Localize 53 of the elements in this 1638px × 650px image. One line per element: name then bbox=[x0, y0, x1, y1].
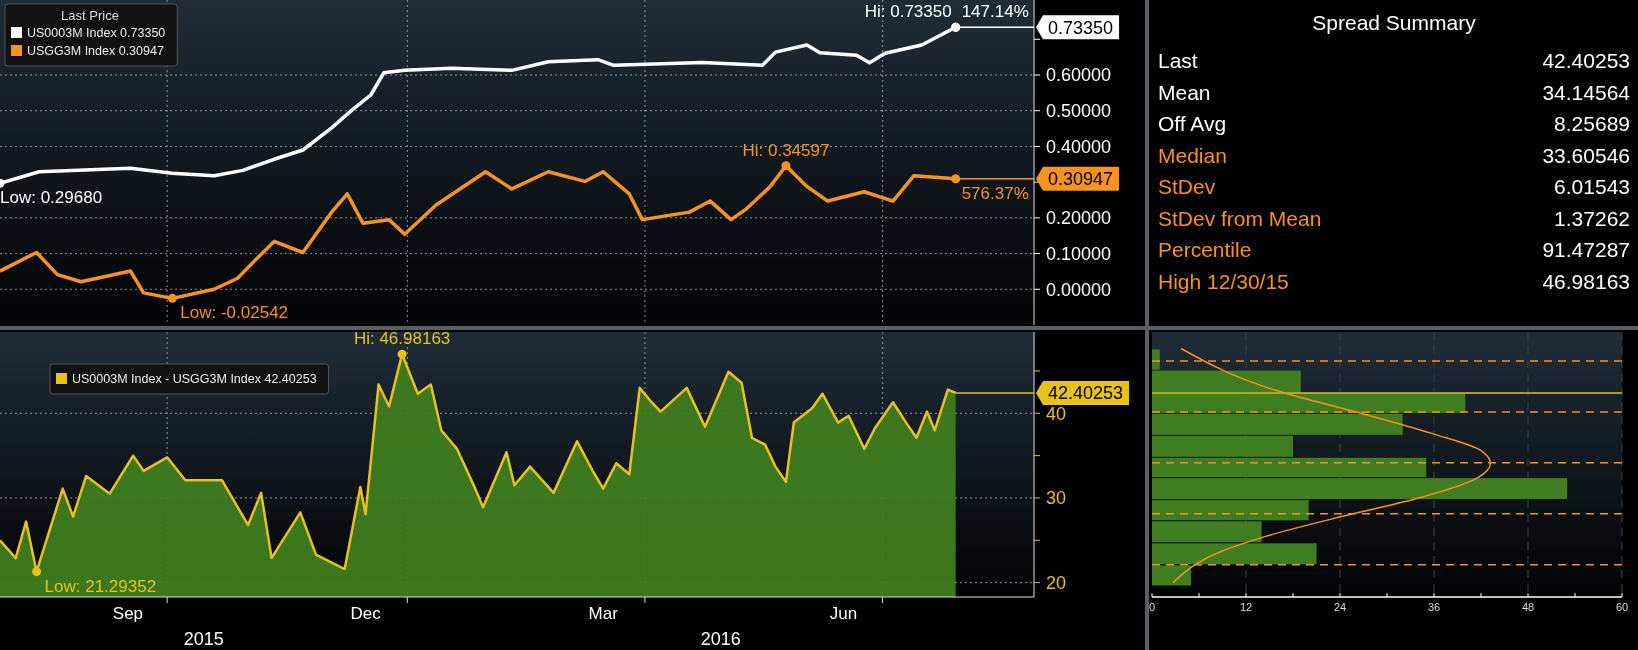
category-label: StDev from Mean bbox=[1158, 206, 1322, 230]
category-label: Percentile bbox=[1158, 238, 1252, 261]
y-tick-label: 0.10000 bbox=[1046, 243, 1112, 264]
category-label: Last bbox=[1158, 49, 1198, 72]
annotation: Low: 0.29680 bbox=[0, 188, 103, 208]
y-tick-label: 0.00000 bbox=[1046, 279, 1112, 300]
annotation: Low: -0.02542 bbox=[180, 303, 289, 323]
y-tick-label: 0.60000 bbox=[1046, 65, 1112, 86]
text: 42.40253 bbox=[1048, 383, 1124, 404]
annotation: Hi: 0.73350 bbox=[864, 2, 952, 22]
x-tick-label: 24 bbox=[1333, 601, 1347, 613]
y-tick-label: 0.50000 bbox=[1046, 101, 1112, 122]
annotation: Hi: 0.34597 bbox=[742, 140, 830, 160]
x-tick-label: 60 bbox=[1615, 601, 1629, 613]
x-tick-label: 48 bbox=[1521, 601, 1535, 613]
x-tick-label: Jun bbox=[829, 604, 858, 623]
legend-label: US0003M Index - USGG3M Index 42.40253 bbox=[72, 372, 317, 386]
category-label: Off Avg bbox=[1158, 112, 1227, 135]
legend-label: US0003M Index 0.73350 bbox=[27, 26, 166, 40]
text: 0.73350 bbox=[1048, 17, 1114, 38]
y-tick-label: 30 bbox=[1046, 488, 1067, 509]
annotation: 576.37% bbox=[961, 183, 1029, 203]
annotation: Low: 21.29352 bbox=[44, 576, 157, 596]
y-tick-label: 20 bbox=[1046, 572, 1067, 593]
x-tick-label: 36 bbox=[1427, 601, 1441, 613]
y-tick-label: 0.20000 bbox=[1046, 208, 1112, 229]
x-tick-label: 0 bbox=[1148, 601, 1156, 613]
x-tick-label: Mar bbox=[588, 604, 619, 623]
y-tick-label: 0.40000 bbox=[1046, 136, 1112, 157]
data-label: 6.01543 bbox=[1554, 175, 1630, 198]
category-label: High 12/30/15 bbox=[1158, 269, 1289, 293]
x-tick-label: Dec bbox=[350, 604, 382, 623]
legend-title: Last Price bbox=[61, 8, 119, 23]
category-label: StDev bbox=[1158, 175, 1216, 198]
x-tick-label: 12 bbox=[1239, 601, 1253, 613]
data-label: 34.14564 bbox=[1542, 80, 1631, 104]
data-label: 1.37262 bbox=[1554, 206, 1630, 230]
y-tick-label: 40 bbox=[1046, 403, 1067, 424]
data-label: 42.40253 bbox=[1542, 49, 1630, 72]
category-label: Mean bbox=[1158, 80, 1211, 104]
x-tick-label: Sep bbox=[112, 604, 144, 623]
data-label: 33.60546 bbox=[1542, 143, 1630, 167]
annotation: 147.14% bbox=[961, 2, 1029, 22]
category-label: Median bbox=[1158, 143, 1227, 167]
legend-label: USGG3M Index 0.30947 bbox=[27, 44, 164, 58]
data-label: 46.98163 bbox=[1542, 269, 1630, 293]
data-label: 8.25689 bbox=[1554, 112, 1630, 135]
text: 0.30947 bbox=[1048, 169, 1114, 190]
text: Spread Summary bbox=[1312, 11, 1477, 34]
annotation: Hi: 46.98163 bbox=[353, 329, 451, 349]
text: 2015 bbox=[183, 629, 224, 649]
text: 2016 bbox=[700, 629, 741, 649]
data-label: 91.47287 bbox=[1542, 238, 1630, 261]
